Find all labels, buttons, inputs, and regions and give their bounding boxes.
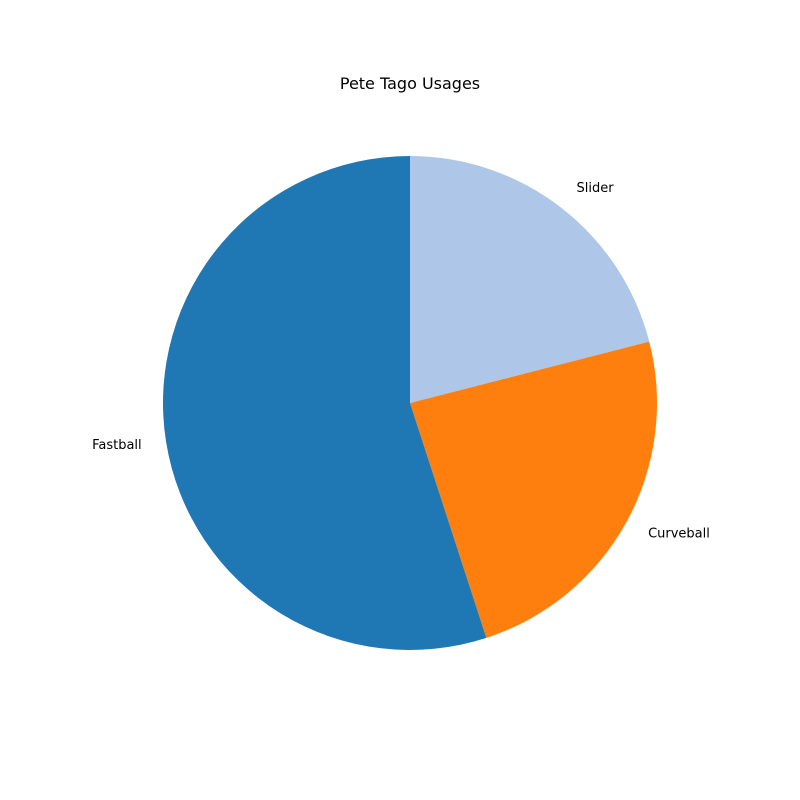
pie-slice-fastball bbox=[162, 156, 487, 650]
chart-title: Pete Tago Usages bbox=[340, 74, 480, 93]
pie-slices bbox=[162, 156, 658, 650]
pie-slice-curveball bbox=[410, 341, 658, 638]
pie-labels: Slider Curveball Fastball bbox=[92, 181, 710, 542]
pie-label-slider: Slider bbox=[577, 181, 615, 196]
pie-slice-slider bbox=[410, 156, 650, 403]
pie-label-fastball: Fastball bbox=[92, 438, 142, 453]
pie-label-curveball: Curveball bbox=[648, 526, 710, 541]
